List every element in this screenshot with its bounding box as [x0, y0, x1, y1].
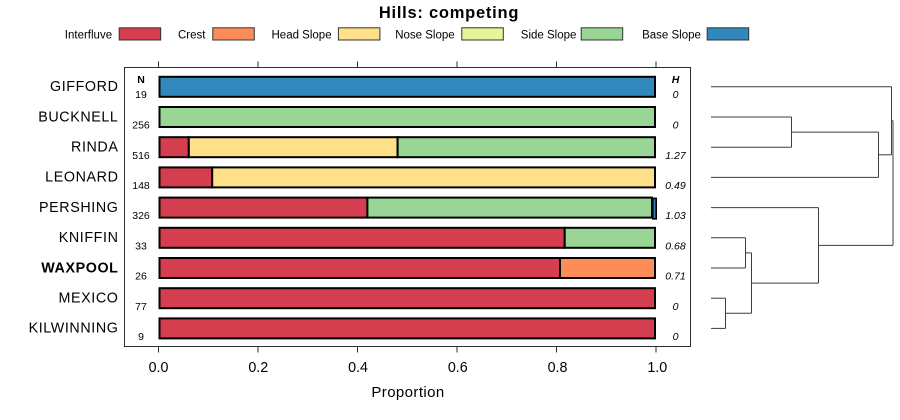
svg-text:256: 256: [132, 120, 150, 132]
svg-text:0.49: 0.49: [665, 180, 686, 192]
svg-text:19: 19: [135, 89, 147, 101]
svg-text:516: 516: [132, 150, 150, 162]
svg-text:0.2: 0.2: [248, 360, 268, 376]
svg-text:0.4: 0.4: [348, 360, 368, 376]
svg-text:26: 26: [135, 271, 147, 283]
svg-text:H: H: [672, 74, 680, 86]
svg-text:0: 0: [673, 331, 679, 343]
svg-text:0: 0: [673, 89, 679, 101]
svg-text:KNIFFIN: KNIFFIN: [59, 230, 119, 246]
svg-text:Side Slope: Side Slope: [521, 29, 577, 41]
svg-text:Hills: competing: Hills: competing: [379, 4, 519, 22]
svg-text:0: 0: [673, 301, 679, 313]
svg-text:Nose Slope: Nose Slope: [395, 29, 454, 41]
svg-text:Proportion: Proportion: [371, 384, 444, 401]
svg-text:0: 0: [673, 120, 679, 132]
svg-text:N: N: [137, 74, 145, 86]
svg-text:KILWINNING: KILWINNING: [29, 321, 119, 337]
svg-text:Interfluve: Interfluve: [65, 29, 112, 41]
svg-text:0.6: 0.6: [448, 360, 468, 376]
svg-text:RINDA: RINDA: [71, 140, 118, 156]
svg-text:148: 148: [132, 180, 150, 192]
svg-text:1.27: 1.27: [665, 150, 687, 162]
svg-text:PERSHING: PERSHING: [39, 200, 118, 216]
svg-text:1.0: 1.0: [647, 360, 667, 376]
svg-text:Head Slope: Head Slope: [272, 29, 332, 41]
svg-text:0.71: 0.71: [665, 271, 685, 283]
svg-text:BUCKNELL: BUCKNELL: [38, 109, 118, 125]
svg-text:Crest: Crest: [178, 29, 206, 41]
svg-text:MEXICO: MEXICO: [59, 291, 119, 307]
svg-text:9: 9: [138, 331, 144, 343]
svg-text:77: 77: [135, 301, 147, 313]
svg-text:Base Slope: Base Slope: [642, 29, 701, 41]
svg-text:0.0: 0.0: [149, 360, 169, 376]
svg-text:LEONARD: LEONARD: [45, 170, 118, 186]
svg-text:0.8: 0.8: [548, 360, 568, 376]
svg-text:WAXPOOL: WAXPOOL: [41, 260, 118, 276]
svg-text:0.68: 0.68: [665, 240, 686, 252]
svg-text:GIFFORD: GIFFORD: [50, 79, 119, 95]
svg-text:1.03: 1.03: [665, 210, 686, 222]
svg-text:33: 33: [135, 240, 147, 252]
svg-text:326: 326: [132, 210, 150, 222]
